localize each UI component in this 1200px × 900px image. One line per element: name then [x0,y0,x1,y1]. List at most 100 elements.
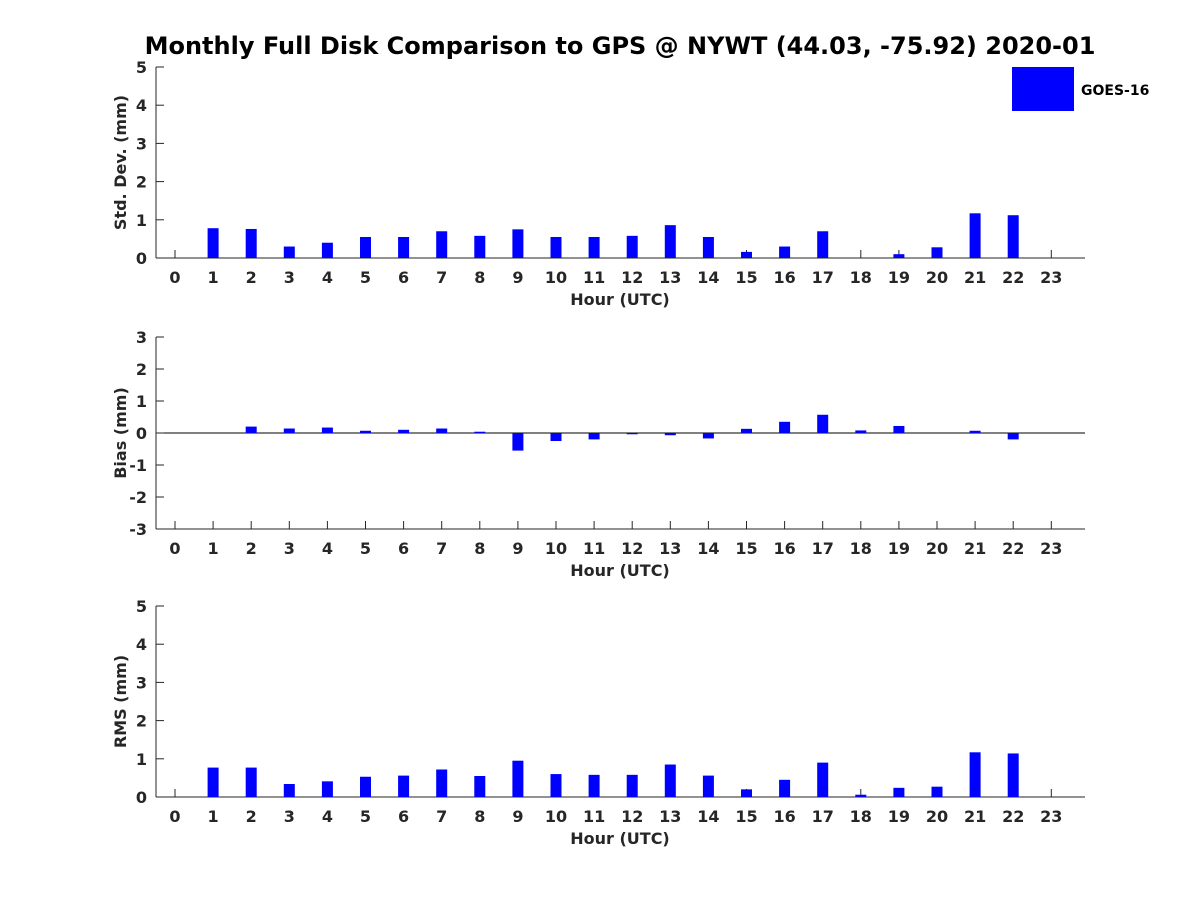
rms-bar-3 [283,784,295,797]
rms-xtick-label: 23 [1040,807,1062,826]
bias-xtick-label: 17 [812,539,834,558]
bias-bar-7 [436,428,448,433]
rms-xtick-label: 19 [888,807,910,826]
legend-label-goes-16: GOES-16 [1081,83,1149,99]
bias-bar-11 [588,433,600,440]
bias-xtick-label: 19 [888,539,910,558]
rms-bar-7 [436,769,448,797]
rms-xtick-label: 8 [474,807,485,826]
rms-bar-2 [245,767,257,797]
std-xtick-label: 9 [512,268,523,287]
bias-xlabel: Hour (UTC) [570,561,670,580]
std-bar-1 [207,228,219,258]
rms-xtick-label: 2 [246,807,257,826]
rms-bar-12 [626,774,638,797]
std-ytick-label: 2 [136,173,147,192]
rms-xtick-label: 3 [284,807,295,826]
rms-ytick-label: 1 [136,750,147,769]
std-bar-13 [664,225,676,258]
std-bar-5 [360,236,371,258]
rms-ytick-label: 2 [136,712,147,731]
bias-ytick-label: 2 [136,360,147,379]
rms-xtick-label: 15 [735,807,757,826]
bias-bar-16 [779,421,791,433]
bias-bar-6 [398,429,410,433]
bias-xtick-label: 13 [659,539,681,558]
bias-xtick-label: 3 [284,539,295,558]
rms-xtick-label: 22 [1002,807,1024,826]
rms-xtick-label: 14 [697,807,719,826]
std-xtick-label: 15 [735,268,757,287]
std-xtick-label: 3 [284,268,295,287]
bias-bar-13 [664,433,676,436]
std-xtick-label: 11 [583,268,605,287]
rms-xtick-label: 20 [926,807,948,826]
rms-bar-18 [855,794,867,797]
rms-xtick-label: 16 [773,807,795,826]
bias-bar-4 [321,427,333,433]
rms-bar-20 [931,786,943,797]
bias-bar-17 [817,414,829,433]
std-xtick-label: 7 [436,268,447,287]
rms-bar-4 [321,781,333,797]
rms-xtick-label: 7 [436,807,447,826]
rms-xtick-label: 13 [659,807,681,826]
std-xtick-label: 21 [964,268,986,287]
rms-bar-17 [817,762,829,797]
std-ytick-label: 1 [136,211,147,230]
bias-xtick-label: 0 [169,539,180,558]
std-xtick-label: 0 [169,268,180,287]
bias-xtick-label: 18 [850,539,872,558]
bias-bar-5 [360,430,371,433]
bias-xtick-label: 22 [1002,539,1024,558]
rms-bar-19 [893,787,905,797]
std-xtick-label: 13 [659,268,681,287]
bias-xtick-label: 6 [398,539,409,558]
rms-xtick-label: 12 [621,807,643,826]
rms-ylabel: RMS (mm) [111,655,130,748]
std-xtick-label: 6 [398,268,409,287]
rms-bar-15 [741,789,752,797]
bias-xtick-label: 7 [436,539,447,558]
std-xtick-label: 12 [621,268,643,287]
std-xtick-label: 20 [926,268,948,287]
bias-bar-21 [969,430,981,433]
rms-xtick-label: 11 [583,807,605,826]
bias-bar-10 [550,433,562,441]
bias-bar-19 [893,425,905,433]
std-bar-9 [512,229,524,258]
rms-bar-9 [512,760,524,797]
bias-xtick-label: 2 [246,539,257,558]
rms-xtick-label: 5 [360,807,371,826]
bias-ytick-label: 1 [136,392,147,411]
bias-bar-14 [702,433,714,439]
std-bar-12 [626,235,638,258]
rms-ytick-label: 5 [136,597,147,616]
std-bar-15 [741,251,752,258]
rms-xtick-label: 18 [850,807,872,826]
rms-bar-6 [398,775,410,797]
std-xtick-label: 8 [474,268,485,287]
std-xtick-label: 14 [697,268,719,287]
bias-bar-15 [741,428,752,433]
bias-bar-9 [512,433,524,451]
std-bar-17 [817,231,829,258]
std-xtick-label: 23 [1040,268,1062,287]
bias-bar-18 [855,430,867,433]
rms-xtick-label: 0 [169,807,180,826]
std-bar-14 [702,236,714,258]
bias-xtick-label: 11 [583,539,605,558]
std-xtick-label: 19 [888,268,910,287]
std-bar-11 [588,236,600,258]
std-xtick-label: 4 [322,268,333,287]
std-ytick-label: 0 [136,249,147,268]
rms-bar-8 [474,775,486,797]
std-xtick-label: 1 [208,268,219,287]
bias-xtick-label: 12 [621,539,643,558]
rms-xtick-label: 17 [812,807,834,826]
std-bar-10 [550,236,562,258]
